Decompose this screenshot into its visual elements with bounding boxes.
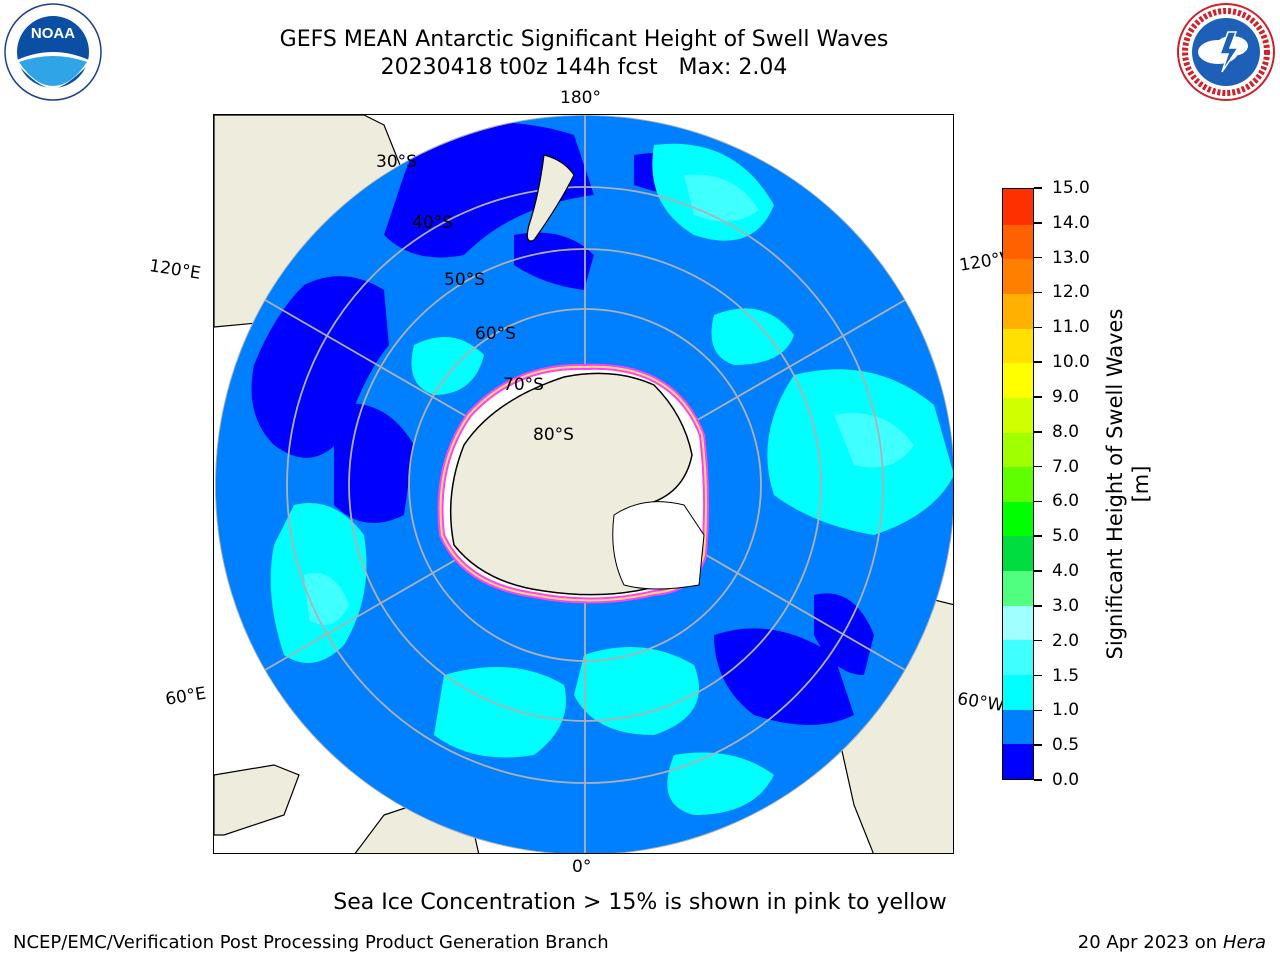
colorbar-tick-label: 2.0	[1052, 630, 1080, 651]
colorbar-tick-label: 5.0	[1052, 526, 1080, 547]
colorbar-band	[1003, 293, 1033, 329]
colorbar-tick: 10.0	[1034, 352, 1090, 372]
colorbar-tick-label: 11.0	[1052, 317, 1090, 338]
ice-shelf	[612, 501, 705, 590]
new-zealand	[526, 154, 575, 242]
title-line-2: 20230418 t00z 144h fcst Max: 2.04	[380, 55, 788, 80]
colorbar-band	[1003, 535, 1033, 572]
colorbar-tick: 9.0	[1034, 387, 1079, 407]
sea-ice-note: Sea Ice Concentration > 15% is shown in …	[333, 890, 947, 915]
colorbar-band	[1003, 501, 1033, 537]
sea-ice-inner	[439, 365, 708, 602]
colorbar-tick-label: 1.5	[1052, 665, 1080, 686]
colorbar-band	[1003, 466, 1033, 502]
colorbar-tick: 5.0	[1034, 526, 1079, 546]
lat-label-70s: 70°S	[503, 375, 544, 395]
colorbar-tick: 1.5	[1034, 666, 1079, 686]
colorbar-tick-label: 14.0	[1052, 212, 1090, 233]
swell-high-patches	[270, 143, 953, 815]
colorbar-band	[1003, 189, 1033, 225]
colorbar-band	[1003, 570, 1033, 606]
colorbar-tick: 11.0	[1034, 317, 1090, 337]
colorbar-tick: 15.0	[1034, 178, 1090, 198]
noaa-logo: NOAA	[4, 3, 102, 101]
lat-label-50s: 50°S	[444, 270, 485, 290]
colorbar-band	[1003, 397, 1033, 433]
lon-label-0: 0°	[572, 857, 592, 877]
colorbar-tick: 3.0	[1034, 596, 1079, 616]
colorbar-tick-label: 0.0	[1052, 770, 1080, 790]
colorbar-band	[1003, 224, 1033, 260]
lat-label-30s: 30°S	[376, 152, 417, 172]
colorbar-tick: 6.0	[1034, 491, 1079, 511]
colorbar-tick: 0.0	[1034, 770, 1079, 790]
colorbar-band	[1003, 605, 1033, 641]
title-line-1: GEFS MEAN Antarctic Significant Height o…	[279, 27, 889, 52]
colorbar-tick: 8.0	[1034, 422, 1079, 442]
colorbar-tick-label: 6.0	[1052, 491, 1080, 512]
noaa-logo-text: NOAA	[31, 25, 75, 42]
map-canvas	[214, 115, 953, 853]
lon-label-180: 180°	[560, 88, 601, 108]
colorbar-tick: 2.0	[1034, 631, 1079, 651]
colorbar-tick: 7.0	[1034, 457, 1079, 477]
colorbar-band	[1003, 639, 1033, 676]
colorbar	[1002, 188, 1034, 780]
colorbar-tick-label: 9.0	[1052, 386, 1080, 407]
colorbar-tick-label: 4.0	[1052, 561, 1080, 582]
map-panel	[213, 114, 954, 854]
colorbar-tick-label: 7.0	[1052, 456, 1080, 477]
colorbar-tick-label: 3.0	[1052, 595, 1080, 616]
colorbar-band	[1003, 674, 1033, 710]
lon-label-60w: 60°W	[955, 689, 1006, 717]
footer-date-text: 20 Apr 2023 on	[1077, 932, 1223, 953]
colorbar-tick-label: 13.0	[1052, 247, 1090, 268]
colorbar-tick: 13.0	[1034, 248, 1090, 268]
colorbar-tick: 14.0	[1034, 213, 1090, 233]
lat-label-60s: 60°S	[475, 324, 516, 344]
colorbar-band	[1003, 328, 1033, 364]
colorbar-ticks: 15.0 14.0 13.0 12.0 11.0 10.0 9.0 8.0 7.0 6.0 5.0 4…	[1034, 178, 1114, 790]
colorbar-tick: 0.5	[1034, 735, 1079, 755]
colorbar-band	[1003, 709, 1033, 745]
colorbar-tick-label: 1.0	[1052, 700, 1080, 721]
colorbar-tick: 1.0	[1034, 700, 1079, 720]
colorbar-band	[1003, 743, 1033, 779]
colorbar-label: Significant Height of Swell Waves [m]	[1103, 308, 1153, 660]
colorbar-band	[1003, 431, 1033, 468]
lon-label-120e: 120°E	[147, 256, 203, 284]
lat-label-40s: 40°S	[412, 213, 453, 233]
footer-date: 20 Apr 2023 on Hera	[1078, 932, 1266, 953]
lat-label-80s: 80°S	[533, 425, 574, 445]
chart-title: GEFS MEAN Antarctic Significant Height o…	[184, 26, 984, 82]
colorbar-tick-label: 15.0	[1052, 178, 1090, 198]
colorbar-tick: 4.0	[1034, 561, 1079, 581]
lon-label-60e: 60°E	[164, 683, 208, 710]
colorbar-tick-label: 10.0	[1052, 352, 1090, 373]
colorbar-tick-label: 12.0	[1052, 282, 1090, 303]
footer-credit: NCEP/EMC/Verification Post Processing Pr…	[13, 932, 609, 953]
nws-logo	[1177, 3, 1275, 101]
colorbar-band	[1003, 258, 1033, 294]
colorbar-tick-label: 0.5	[1052, 735, 1080, 756]
footer-machine: Hera	[1222, 932, 1266, 953]
colorbar-tick: 12.0	[1034, 282, 1090, 302]
colorbar-tick-label: 8.0	[1052, 421, 1080, 442]
colorbar-band	[1003, 362, 1033, 398]
